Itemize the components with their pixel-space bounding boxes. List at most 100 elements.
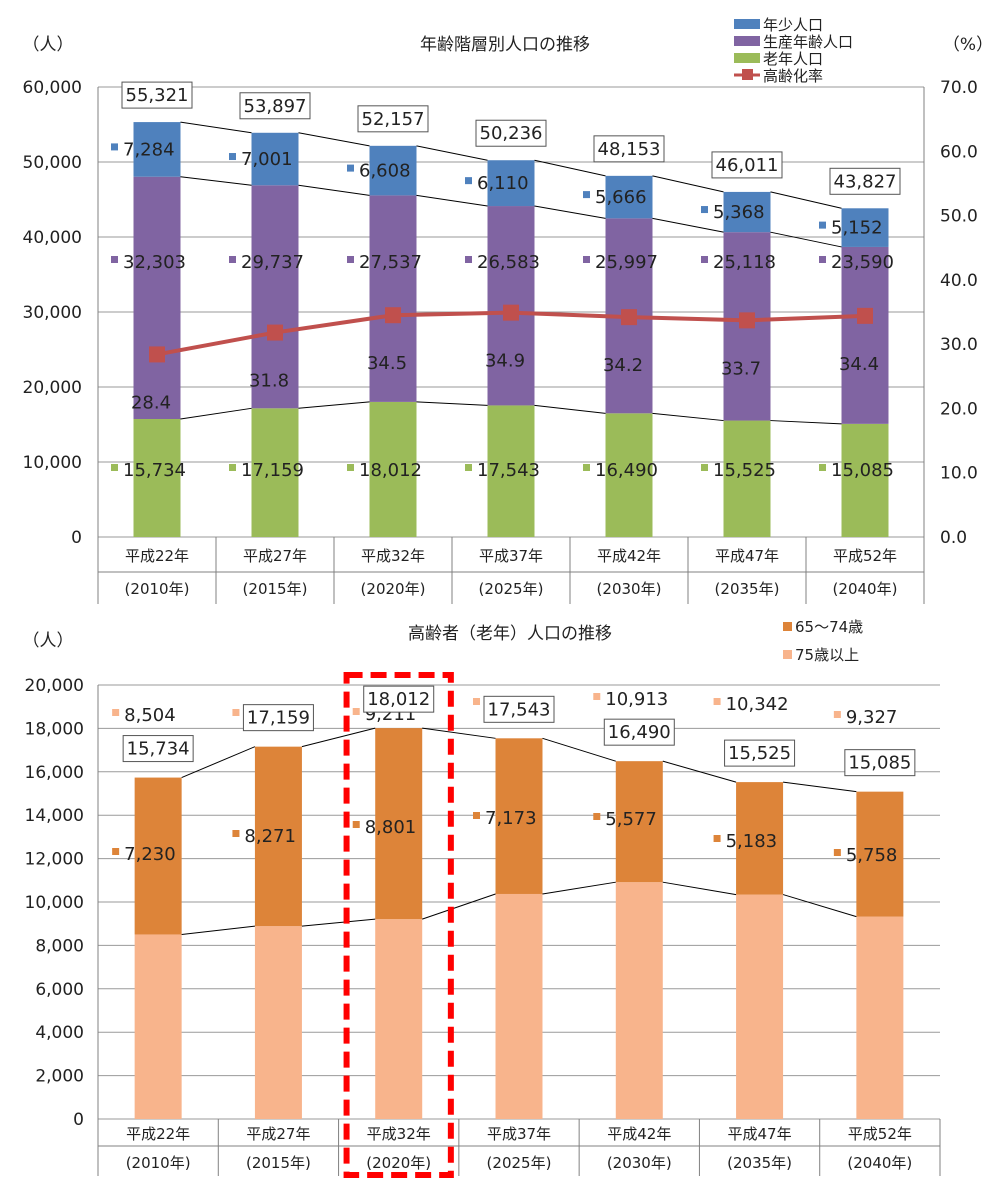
age-65-74-bar xyxy=(856,791,904,917)
young-value-label: 5,368 xyxy=(713,202,765,223)
young-bar xyxy=(605,175,653,219)
label-marker xyxy=(232,830,240,837)
label-marker xyxy=(229,256,236,263)
y-axis-unit: （人） xyxy=(23,631,74,651)
legend-swatch xyxy=(734,36,760,46)
age-65-74-bar xyxy=(736,782,784,895)
aging-ratio-label: 34.2 xyxy=(603,355,643,376)
total-box xyxy=(844,749,916,777)
legend-label: 高齢化率 xyxy=(763,67,823,85)
young-bar xyxy=(133,122,181,177)
young-value-label: 7,284 xyxy=(123,139,175,160)
age-75-plus-value-label: 10,342 xyxy=(726,694,789,715)
series-line xyxy=(301,918,376,927)
age-65-74-value-label: 7,230 xyxy=(124,844,176,865)
total-box xyxy=(603,718,675,746)
age-group-population-chart: 年齢階層別人口の推移 （人） （%） 0 10,000 20,000 30,000 40,00… xyxy=(23,16,989,604)
aging-ratio-point xyxy=(503,304,519,321)
chart-title: 高齢者（老年）人口の推移 xyxy=(408,624,612,644)
label-marker xyxy=(593,693,601,700)
young-bar xyxy=(487,160,535,207)
elderly-value-label: 17,543 xyxy=(477,460,540,481)
total-box xyxy=(242,704,314,732)
series-line xyxy=(542,737,616,762)
legend-label: 75歳以上 xyxy=(795,646,859,664)
y-tick-label-left: 40,000 xyxy=(23,228,82,248)
y-tick-label: 10,000 xyxy=(25,893,84,913)
y-axis-unit-left: （人） xyxy=(23,35,74,55)
total-box xyxy=(829,167,901,195)
total-label: 15,734 xyxy=(127,739,190,760)
category-label: 平成32年 xyxy=(361,547,425,565)
elderly-bar xyxy=(605,413,653,537)
y-tick-label: 12,000 xyxy=(25,850,84,870)
y-tick-label: 18,000 xyxy=(25,719,84,739)
age-75-plus-bar xyxy=(375,919,423,1119)
total-label: 15,525 xyxy=(728,743,791,764)
y-tick-label: 14,000 xyxy=(25,806,84,826)
total-box xyxy=(239,92,311,120)
series-line xyxy=(782,894,857,918)
category-label: 平成37年 xyxy=(487,1125,551,1143)
y-tick-label: 0 xyxy=(73,1110,84,1130)
elderly-value-label: 15,085 xyxy=(831,460,894,481)
age-75-plus-value-label: 10,913 xyxy=(605,689,668,710)
legend-point-swatch xyxy=(742,69,753,80)
category-sublabel: (2020年) xyxy=(361,580,426,598)
category-label: 平成47年 xyxy=(715,547,779,565)
label-marker xyxy=(819,464,826,471)
age-75-plus-bar xyxy=(615,882,663,1119)
age-75-plus-value-label: 9,327 xyxy=(846,707,898,728)
label-marker xyxy=(347,164,354,172)
age-65-74-bar xyxy=(495,738,543,894)
aging-ratio-point xyxy=(267,324,283,341)
elderly-population-chart: 高齢者（老年）人口の推移 （人） 0 2,000 4,000 6,000 8,000 10,0… xyxy=(23,618,941,1178)
category-label: 平成42年 xyxy=(597,547,661,565)
young-value-label: 5,152 xyxy=(831,218,883,239)
y-tick-label: 8,000 xyxy=(35,936,84,956)
series-line xyxy=(652,175,724,193)
elderly-value-label: 15,525 xyxy=(713,460,776,481)
label-marker xyxy=(713,835,721,842)
series-line xyxy=(181,925,255,935)
label-marker xyxy=(593,813,601,820)
total-box xyxy=(357,105,429,133)
working-age-value-label: 25,997 xyxy=(595,252,658,273)
category-label: 平成27年 xyxy=(243,547,307,565)
series-line xyxy=(180,176,252,186)
category-label: 平成47年 xyxy=(728,1125,792,1143)
series-line xyxy=(662,881,737,896)
age-65-74-bar xyxy=(615,761,663,883)
young-bar xyxy=(369,145,417,196)
y-tick-label-right: 0.0 xyxy=(940,528,967,548)
elderly-bar xyxy=(841,423,889,537)
category-sublabel: (2015年) xyxy=(246,1154,311,1172)
label-marker xyxy=(229,464,236,471)
label-marker xyxy=(111,256,118,263)
label-marker xyxy=(473,698,480,705)
label-marker xyxy=(833,711,841,718)
age-75-plus-bar xyxy=(134,934,182,1119)
age-65-74-value-label: 7,173 xyxy=(485,808,537,829)
y-tick-label-right: 10.0 xyxy=(940,464,978,484)
label-marker xyxy=(112,848,120,855)
series-line xyxy=(298,401,370,409)
total-label: 55,321 xyxy=(126,85,189,106)
legend-swatch xyxy=(783,650,792,659)
legend-label: 65～74歳 xyxy=(795,618,863,636)
y-tick-label-right: 30.0 xyxy=(940,335,978,355)
category-label: 平成52年 xyxy=(833,547,897,565)
total-label: 16,490 xyxy=(608,722,671,743)
category-sublabel: (2020年) xyxy=(366,1154,431,1172)
label-marker xyxy=(352,708,360,715)
total-box xyxy=(593,135,665,163)
young-value-label: 5,666 xyxy=(595,187,647,208)
elderly-value-label: 15,734 xyxy=(123,460,186,481)
category-sublabel: (2015年) xyxy=(243,580,308,598)
label-marker xyxy=(473,812,480,819)
young-value-label: 7,001 xyxy=(241,149,293,170)
series-line xyxy=(770,191,842,209)
y-tick-label: 4,000 xyxy=(35,1023,84,1043)
aging-ratio-label: 34.4 xyxy=(839,354,879,375)
series-line xyxy=(652,217,724,233)
